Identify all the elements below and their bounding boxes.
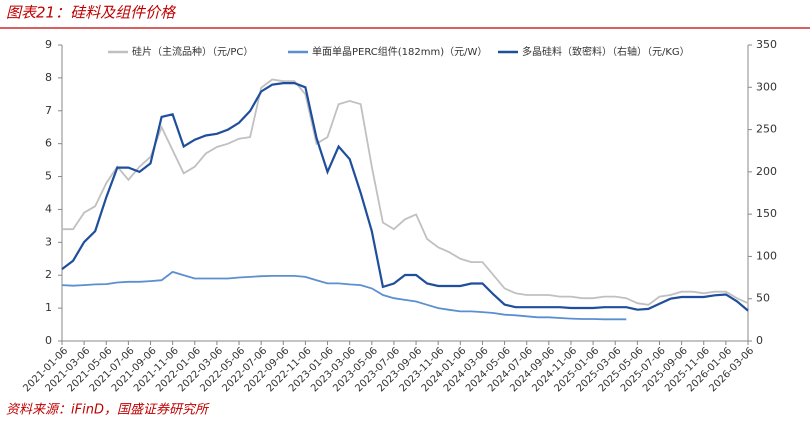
y-tick-label: 7 — [45, 104, 52, 117]
source-note: 资料来源：iFinD，国盛证券研究所 — [6, 402, 210, 418]
series-line — [61, 270, 627, 321]
series-line — [62, 78, 749, 306]
series-line — [61, 82, 749, 312]
y-tick-label: 0 — [45, 334, 52, 347]
y-tick-label: 4 — [45, 202, 52, 215]
y2-tick-label: 350 — [756, 38, 777, 51]
legend-label: 多晶硅料（致密料）（右轴）（元/KG） — [522, 45, 690, 58]
y2-tick-label: 150 — [756, 207, 777, 220]
chart-title: 图表21：硅料及组件价格 — [6, 4, 176, 22]
y-tick-label: 2 — [45, 268, 52, 281]
y-tick-label: 6 — [45, 137, 52, 150]
legend-label: 单面单晶PERC组件(182mm)（元/W） — [312, 45, 487, 58]
y-tick-label: 3 — [45, 235, 52, 248]
y2-tick-label: 100 — [756, 249, 777, 262]
y-tick-label: 5 — [45, 170, 52, 183]
y2-tick-label: 250 — [756, 123, 777, 136]
legend-label: 硅片（主流品种）（元/PC） — [132, 45, 253, 58]
y-tick-label: 1 — [45, 301, 52, 314]
y2-tick-label: 0 — [756, 334, 763, 347]
y-tick-label: 8 — [45, 71, 52, 84]
y2-tick-label: 50 — [756, 292, 770, 305]
y2-tick-label: 300 — [756, 80, 777, 93]
y2-tick-label: 200 — [756, 165, 777, 178]
y-tick-label: 9 — [45, 38, 52, 51]
